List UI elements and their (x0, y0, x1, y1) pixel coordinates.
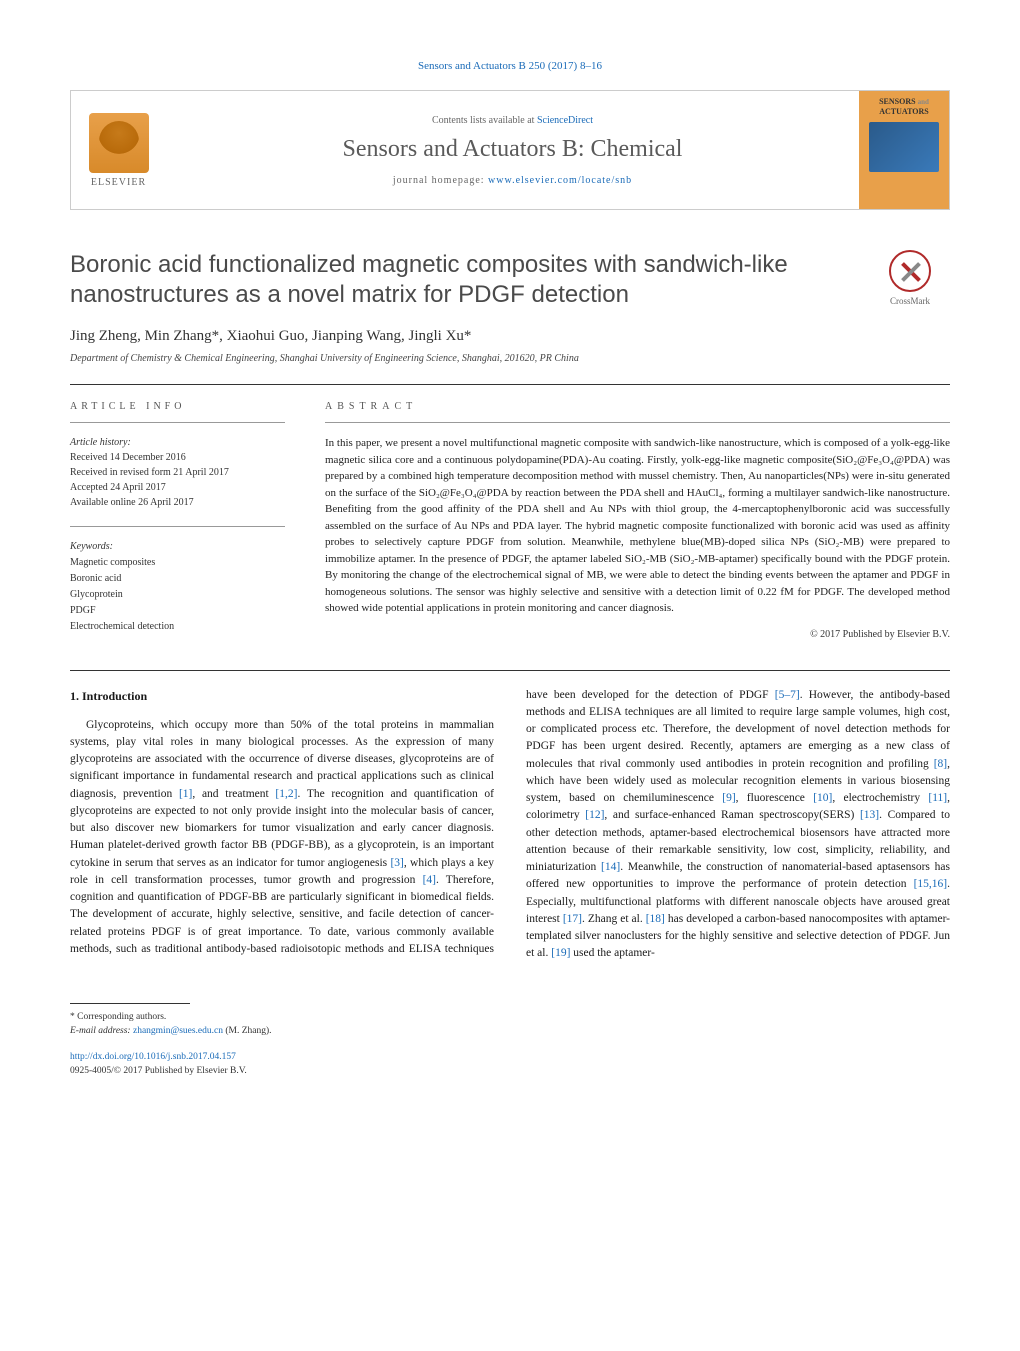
citation-link[interactable]: [3] (390, 857, 403, 869)
crossmark-badge[interactable]: CrossMark (870, 250, 950, 306)
citation-link[interactable]: [1] (179, 788, 192, 800)
crossmark-label: CrossMark (870, 296, 950, 306)
cover-label-and: and (918, 98, 929, 106)
keyword: Glycoprotein (70, 589, 123, 600)
doi-block: http://dx.doi.org/10.1016/j.snb.2017.04.… (70, 1050, 950, 1079)
body-paragraph: Glycoproteins, which occupy more than 50… (70, 687, 950, 963)
crossmark-icon (889, 250, 931, 292)
keyword: PDGF (70, 605, 96, 616)
publisher-name: ELSEVIER (91, 177, 146, 188)
divider-top (70, 384, 950, 385)
cover-label: SENSORS and ACTUATORS (879, 97, 929, 116)
cover-label-bottom: ACTUATORS (879, 107, 929, 116)
abstract-column: ABSTRACT In this paper, we present a nov… (325, 401, 950, 640)
corresponding-authors: * Corresponding authors. (70, 1010, 950, 1024)
keyword: Magnetic composites (70, 557, 155, 568)
sciencedirect-link[interactable]: ScienceDirect (537, 115, 593, 126)
cover-label-top: SENSORS (879, 97, 915, 106)
abstract-label: ABSTRACT (325, 401, 950, 412)
contents-available-line: Contents lists available at ScienceDirec… (432, 115, 593, 126)
divider-body (70, 670, 950, 671)
affiliation: Department of Chemistry & Chemical Engin… (70, 353, 950, 364)
citation-link[interactable]: [19] (551, 947, 570, 959)
author-list: Jing Zheng, Min Zhang*, Xiaohui Guo, Jia… (70, 328, 950, 345)
history-revised: Received in revised form 21 April 2017 (70, 467, 229, 478)
meta-abstract-row: ARTICLE INFO Article history: Received 1… (70, 401, 950, 640)
history-label: Article history: (70, 437, 131, 448)
corresponding-email-link[interactable]: zhangmin@sues.edu.cn (133, 1026, 223, 1036)
email-suffix: (M. Zhang). (223, 1026, 272, 1036)
elsevier-tree-icon (89, 113, 149, 173)
citation-link[interactable]: [14] (601, 861, 620, 873)
divider-keywords (70, 526, 285, 527)
history-received: Received 14 December 2016 (70, 452, 186, 463)
abstract-copyright: © 2017 Published by Elsevier B.V. (325, 629, 950, 640)
footer-divider (70, 1003, 190, 1004)
footer-block: * Corresponding authors. E-mail address:… (70, 1003, 950, 1079)
keyword: Boronic acid (70, 573, 121, 584)
citation-link[interactable]: [12] (585, 809, 604, 821)
article-header: Boronic acid functionalized magnetic com… (70, 250, 950, 364)
article-info-column: ARTICLE INFO Article history: Received 1… (70, 401, 285, 640)
keyword: Electrochemical detection (70, 621, 174, 632)
keywords-block: Keywords: Magnetic composites Boronic ac… (70, 539, 285, 635)
page-container: Sensors and Actuators B 250 (2017) 8–16 … (0, 0, 1020, 1119)
body-text: 1. Introduction Glycoproteins, which occ… (70, 687, 950, 963)
citation-link[interactable]: [9] (722, 792, 735, 804)
history-online: Available online 26 April 2017 (70, 497, 194, 508)
email-line: E-mail address: zhangmin@sues.edu.cn (M.… (70, 1024, 950, 1038)
journal-cover-thumbnail[interactable]: SENSORS and ACTUATORS (859, 91, 949, 209)
keywords-label: Keywords: (70, 541, 113, 552)
contents-prefix: Contents lists available at (432, 115, 537, 126)
citation-link[interactable]: [8] (934, 758, 947, 770)
cover-image-icon (869, 122, 939, 172)
email-label: E-mail address: (70, 1026, 133, 1036)
journal-reference: Sensors and Actuators B 250 (2017) 8–16 (70, 60, 950, 72)
journal-header-box: ELSEVIER Contents lists available at Sci… (70, 90, 950, 210)
section-heading-intro: 1. Introduction (70, 687, 494, 705)
citation-link[interactable]: [10] (813, 792, 832, 804)
citation-link[interactable]: [15,16] (914, 878, 948, 890)
citation-link[interactable]: [1,2] (275, 788, 297, 800)
article-info-label: ARTICLE INFO (70, 401, 285, 412)
citation-link[interactable]: [17] (563, 913, 582, 925)
citation-link[interactable]: [5–7] (775, 689, 800, 701)
issn-copyright: 0925-4005/© 2017 Published by Elsevier B… (70, 1066, 247, 1076)
homepage-prefix: journal homepage: (393, 175, 488, 186)
citation-link[interactable]: [18] (646, 913, 665, 925)
citation-link[interactable]: [13] (860, 809, 879, 821)
article-history: Article history: Received 14 December 20… (70, 435, 285, 510)
divider-info (70, 422, 285, 423)
citation-link[interactable]: [11] (928, 792, 947, 804)
abstract-text: In this paper, we present a novel multif… (325, 435, 950, 617)
journal-homepage-line: journal homepage: www.elsevier.com/locat… (393, 175, 632, 186)
journal-homepage-link[interactable]: www.elsevier.com/locate/snb (488, 175, 632, 186)
publisher-logo[interactable]: ELSEVIER (71, 91, 166, 209)
journal-reference-link[interactable]: Sensors and Actuators B 250 (2017) 8–16 (418, 60, 602, 72)
history-accepted: Accepted 24 April 2017 (70, 482, 166, 493)
journal-title: Sensors and Actuators B: Chemical (343, 136, 683, 163)
article-title: Boronic acid functionalized magnetic com… (70, 250, 850, 310)
citation-link[interactable]: [4] (423, 874, 436, 886)
divider-abstract (325, 422, 950, 423)
journal-header-center: Contents lists available at ScienceDirec… (166, 91, 859, 209)
doi-link[interactable]: http://dx.doi.org/10.1016/j.snb.2017.04.… (70, 1052, 236, 1062)
